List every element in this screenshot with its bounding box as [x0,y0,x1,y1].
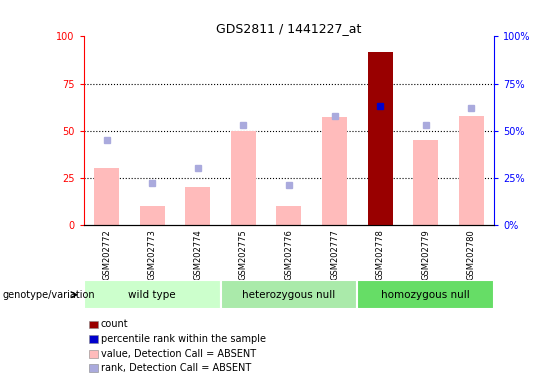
Bar [357,280,494,309]
Bar [94,168,119,225]
Text: GSM202775: GSM202775 [239,229,248,280]
Text: heterozygous null: heterozygous null [242,290,335,300]
Text: wild type: wild type [129,290,176,300]
Text: GSM202772: GSM202772 [102,229,111,280]
Text: GSM202776: GSM202776 [285,229,293,280]
Bar [459,116,484,225]
Bar [139,206,165,225]
Bar [368,51,393,225]
Title: GDS2811 / 1441227_at: GDS2811 / 1441227_at [216,22,362,35]
Bar [231,131,256,225]
Text: GSM202780: GSM202780 [467,229,476,280]
Text: homozygous null: homozygous null [381,290,470,300]
Text: GSM202777: GSM202777 [330,229,339,280]
Text: genotype/variation: genotype/variation [3,290,96,300]
Text: percentile rank within the sample: percentile rank within the sample [101,334,266,344]
Text: GSM202779: GSM202779 [421,229,430,280]
Text: rank, Detection Call = ABSENT: rank, Detection Call = ABSENT [101,363,251,373]
Bar [413,140,438,225]
Bar [84,280,220,309]
Bar [185,187,210,225]
Text: GSM202774: GSM202774 [193,229,202,280]
Text: GSM202773: GSM202773 [147,229,157,280]
Text: GSM202778: GSM202778 [376,229,384,280]
Text: value, Detection Call = ABSENT: value, Detection Call = ABSENT [101,349,256,359]
Bar [220,280,357,309]
Bar [276,206,301,225]
Text: count: count [101,319,129,329]
Bar [322,118,347,225]
